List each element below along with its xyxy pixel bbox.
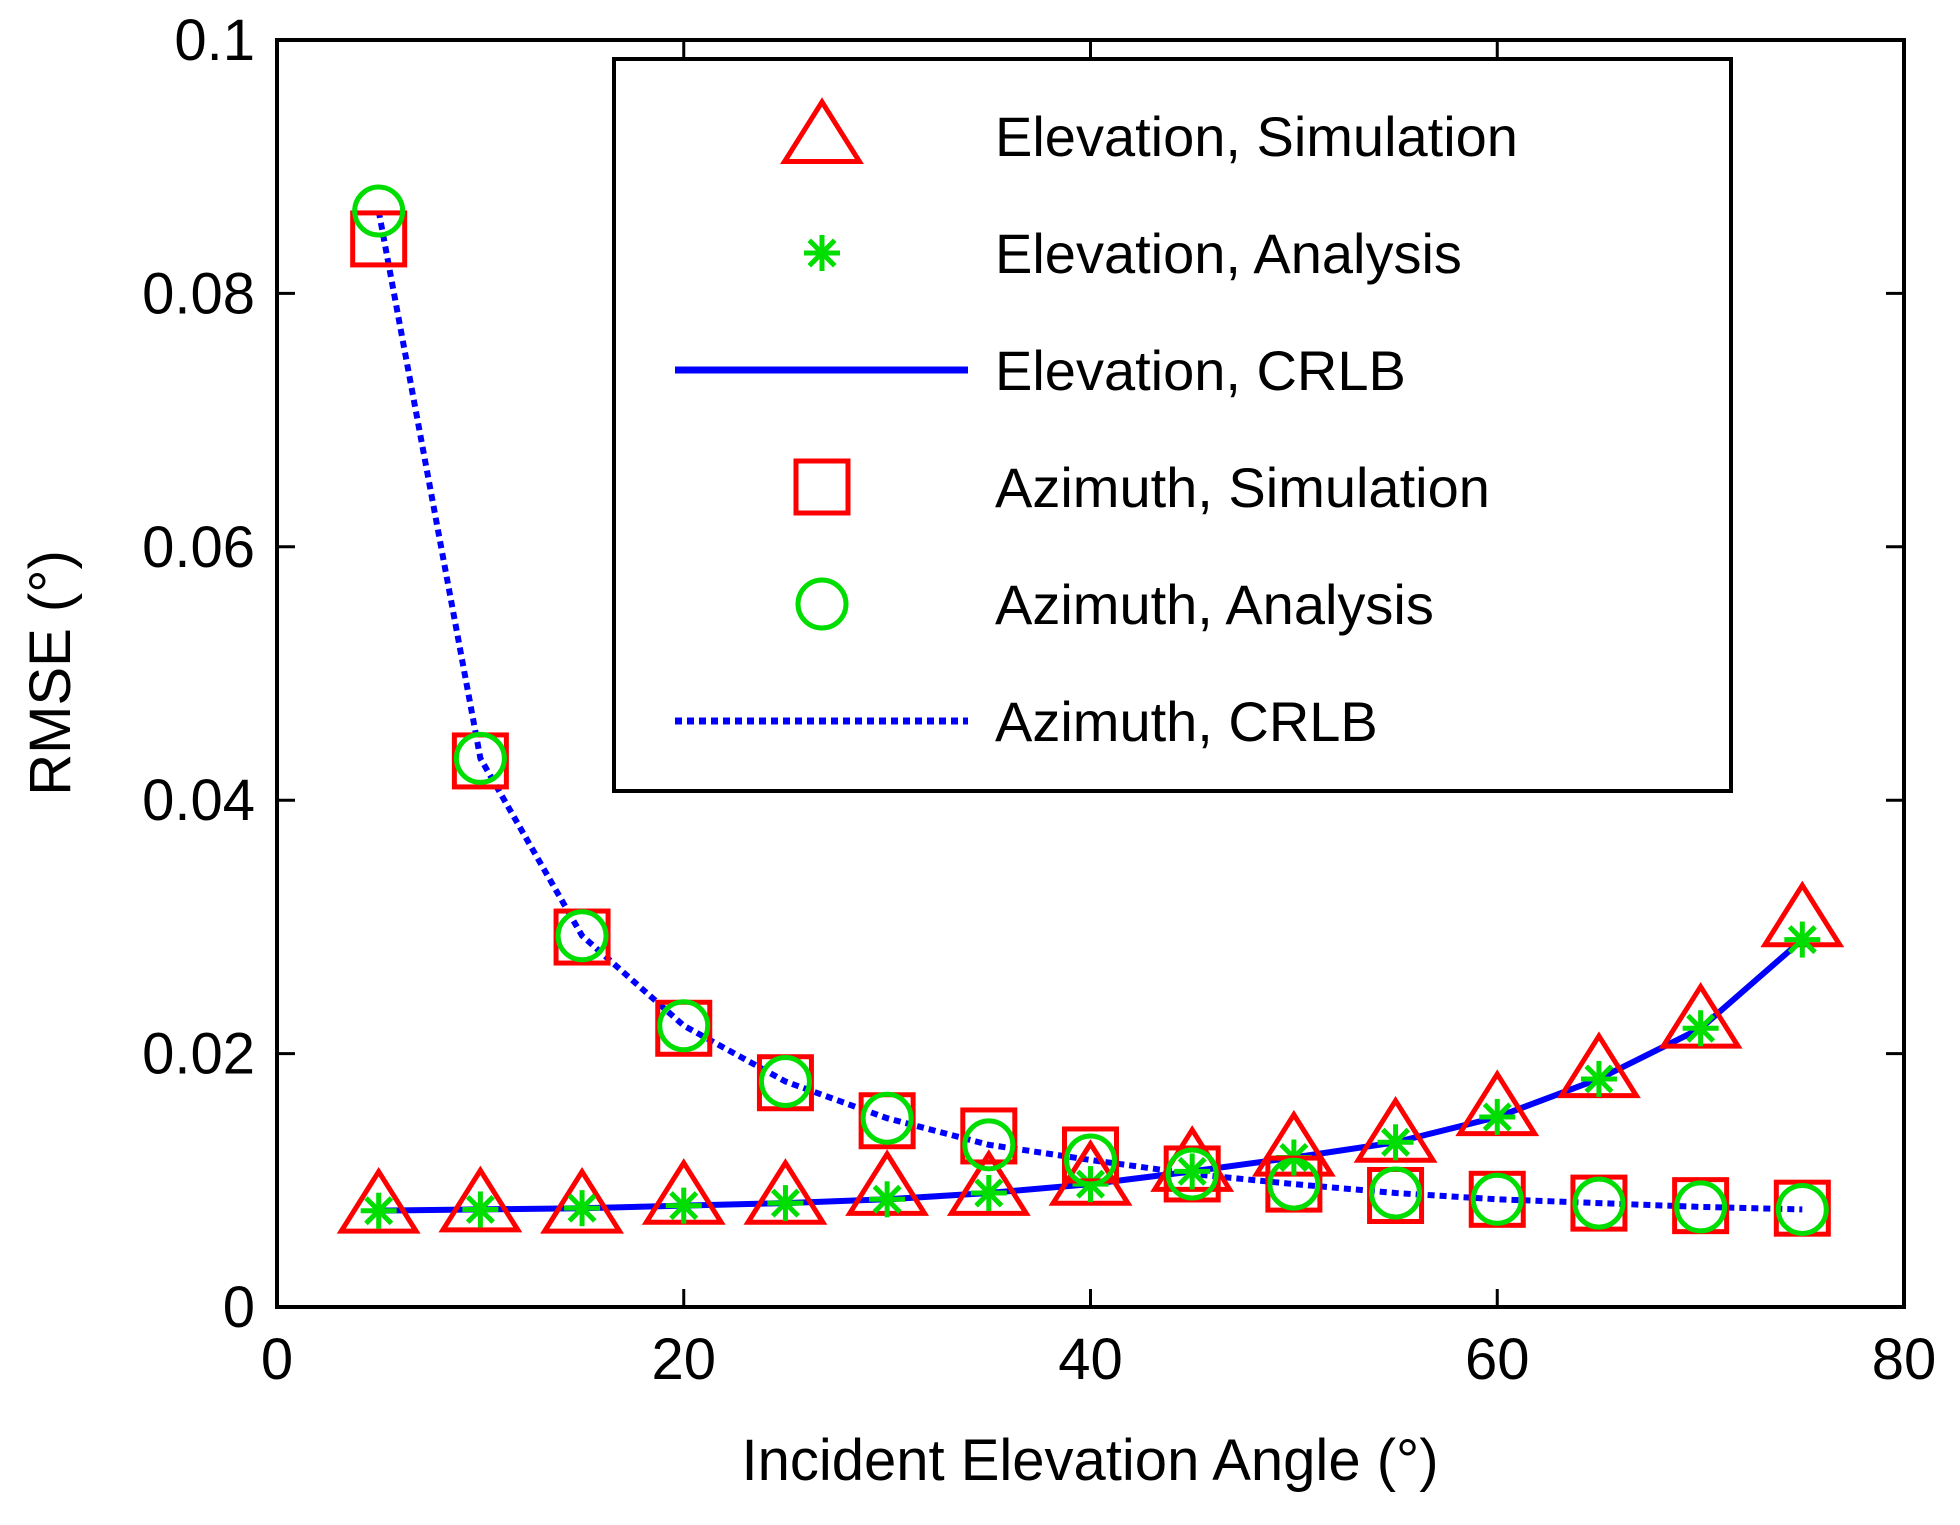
data-point — [352, 184, 406, 238]
y-axis-label: RMSE (°) — [18, 550, 83, 796]
data-point — [462, 1191, 499, 1228]
plot-layer — [336, 184, 1845, 1237]
x-axis-ticks: 0 20 40 60 80 — [261, 40, 1936, 1392]
x-axis-label: Incident Elevation Angle (°) — [741, 1428, 1438, 1493]
legend-label: Elevation, CRLB — [995, 339, 1406, 402]
data-point — [860, 1091, 914, 1145]
legend-label: Azimuth, Simulation — [995, 456, 1490, 519]
data-point — [1267, 1157, 1321, 1211]
data-point — [1479, 1098, 1516, 1135]
legend-entry: Azimuth, Analysis — [795, 573, 1434, 636]
legend-entry: Elevation, Simulation — [780, 97, 1518, 168]
data-point — [453, 731, 507, 785]
data-point — [767, 1185, 804, 1222]
y-tick-label: 0.08 — [142, 261, 255, 326]
series-markers-4 — [352, 184, 1829, 1236]
y-tick-label: 0.04 — [142, 768, 255, 833]
data-point — [970, 1174, 1007, 1211]
legend-marker-swatch — [795, 577, 849, 631]
y-axis-ticks: 0 0.02 0.04 0.06 0.08 0.1 — [142, 8, 1904, 1340]
data-point — [1377, 1124, 1414, 1161]
data-point — [1775, 1182, 1829, 1236]
data-point — [960, 1107, 1018, 1165]
data-point — [1674, 1180, 1728, 1234]
data-point — [1572, 1176, 1626, 1230]
legend-box — [612, 57, 1733, 793]
legend-label: Azimuth, Analysis — [995, 573, 1434, 636]
legend-label: Azimuth, CRLB — [995, 690, 1378, 753]
legend-marker-swatch — [793, 458, 851, 516]
legend-label: Elevation, Simulation — [995, 105, 1518, 168]
data-point — [1580, 1060, 1617, 1097]
y-tick-label: 0.02 — [142, 1022, 255, 1087]
series-line-5 — [375, 210, 1803, 1213]
data-point — [758, 1054, 812, 1108]
y-tick-label: 0.06 — [142, 515, 255, 580]
data-point — [336, 1166, 421, 1234]
series-markers-1 — [360, 921, 1821, 1229]
data-point — [1784, 921, 1821, 958]
legend-entry: Azimuth, CRLB — [675, 690, 1378, 753]
x-tick-label: 80 — [1872, 1327, 1937, 1392]
legend-entries: Elevation, Simulation Elevation, Analysis… — [675, 97, 1518, 753]
data-point — [946, 1149, 1031, 1216]
x-tick-label: 40 — [1058, 1327, 1123, 1392]
legend-marker-swatch — [804, 235, 840, 271]
data-point — [962, 1118, 1016, 1172]
data-point — [869, 1181, 906, 1218]
x-tick-label: 60 — [1465, 1327, 1530, 1392]
legend-marker-swatch — [780, 97, 864, 164]
y-tick-label: 0.1 — [174, 8, 255, 73]
data-point — [743, 1158, 828, 1225]
axes-layer: 0 20 40 60 80 0 0.02 0.04 0.06 0.08 0.1 Incident … — [18, 8, 1936, 1493]
data-point — [350, 210, 408, 268]
legend: Elevation, Simulation Elevation, Analysis… — [612, 57, 1733, 793]
data-point — [1174, 1153, 1211, 1190]
data-point — [1470, 1172, 1524, 1226]
legend-entry: Elevation, Analysis — [804, 222, 1462, 285]
legend-entry: Azimuth, Simulation — [793, 456, 1490, 519]
legend-entry: Elevation, CRLB — [675, 339, 1406, 402]
data-point — [665, 1187, 702, 1224]
data-point — [555, 909, 609, 963]
data-point — [360, 1192, 397, 1229]
data-point — [1064, 1133, 1117, 1187]
legend-label: Elevation, Analysis — [995, 222, 1462, 285]
x-tick-label: 0 — [261, 1327, 293, 1392]
data-point — [1165, 1147, 1219, 1201]
data-point — [438, 1165, 523, 1233]
data-point — [540, 1166, 624, 1234]
data-point — [1369, 1166, 1423, 1220]
data-point — [1682, 1010, 1719, 1047]
x-tick-label: 20 — [651, 1327, 716, 1392]
data-point — [657, 999, 711, 1053]
y-tick-label: 0 — [223, 1275, 255, 1340]
data-point — [564, 1190, 601, 1227]
